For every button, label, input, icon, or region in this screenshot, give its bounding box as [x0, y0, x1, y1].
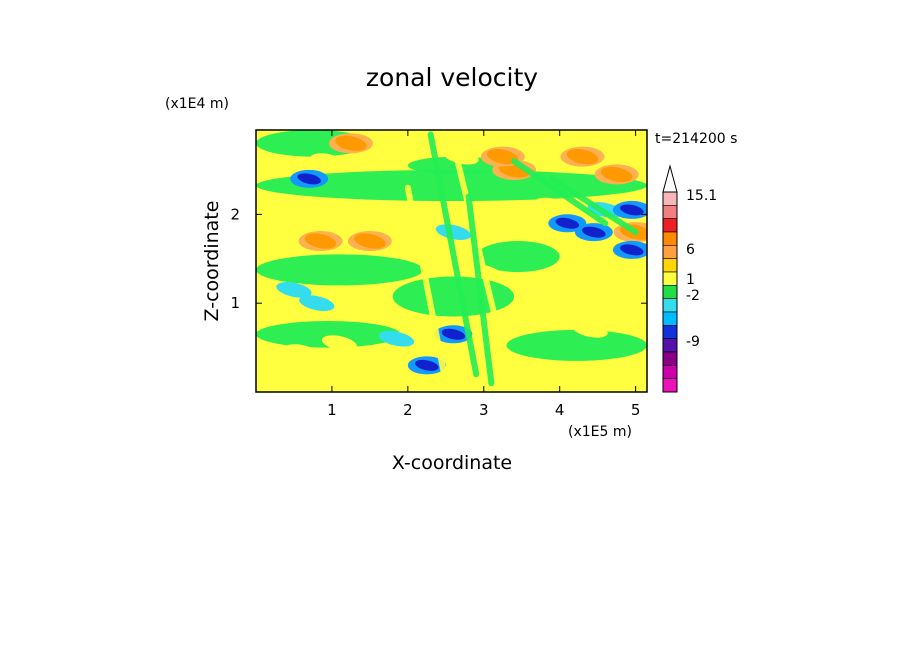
- colorbar-frame: [662, 191, 678, 393]
- chart-title: zonal velocity: [366, 63, 538, 92]
- field-feature: [299, 295, 335, 311]
- plot-frame: [255, 129, 648, 393]
- x-tick-label: 4: [555, 401, 565, 419]
- x-axis: 1 2 3 4 5: [327, 130, 640, 419]
- field-feature: [276, 282, 312, 298]
- colorbar-segment: [662, 191, 678, 206]
- x-tick-label: 5: [631, 401, 641, 419]
- y-unit-label: (x1E4 m): [165, 96, 229, 112]
- plot-area: [256, 130, 647, 392]
- colorbar-segment: [662, 298, 678, 313]
- field-feature: [378, 330, 415, 347]
- colorbar: [662, 164, 678, 393]
- colorbar-segment: [662, 231, 678, 246]
- colorbar-segment: [662, 325, 678, 339]
- colorbar-segment: [662, 285, 678, 299]
- colorbar-segment: [662, 245, 678, 259]
- field-feature: [335, 135, 367, 151]
- time-label: t=214200 s: [655, 131, 737, 147]
- field-feature: [441, 328, 466, 340]
- x-tick-label: 1: [327, 401, 337, 419]
- field-feature: [526, 370, 563, 387]
- y-axis-label: Z-coordinate: [201, 201, 223, 322]
- field-streak: [511, 158, 609, 227]
- colorbar-segment: [662, 258, 678, 273]
- field-band: [256, 320, 401, 348]
- field-feature: [304, 233, 337, 249]
- field-feature: [566, 149, 599, 165]
- field-feature: [321, 335, 358, 351]
- colorbar-label: 15.1: [686, 188, 717, 204]
- field-feature: [620, 244, 644, 256]
- field-feature: [354, 233, 386, 249]
- field-feature: [435, 224, 472, 240]
- field-feature: [557, 282, 593, 298]
- field-streak: [465, 193, 495, 387]
- field-streak: [427, 131, 480, 378]
- y-tick-label: 1: [230, 294, 240, 312]
- field-feature: [415, 359, 439, 371]
- y-tick-label: 2: [230, 205, 240, 223]
- x-tick-label: 3: [479, 401, 489, 419]
- colorbar-segment: [662, 338, 678, 353]
- colorbar-label: 1: [686, 272, 695, 288]
- field-streaks: [404, 131, 639, 387]
- x-unit-label: (x1E5 m): [568, 424, 632, 440]
- field-feature: [534, 197, 570, 214]
- field-feature: [310, 153, 346, 169]
- colorbar-segment: [662, 205, 678, 219]
- x-axis-label: X-coordinate: [392, 452, 512, 474]
- colorbar-label: -9: [686, 334, 700, 350]
- colorbar-arrow: [662, 164, 678, 193]
- field-feature: [620, 204, 644, 216]
- y-axis: 12: [230, 205, 647, 312]
- field-feature: [443, 148, 479, 165]
- colorbar-segment: [662, 218, 678, 233]
- field-feature: [280, 202, 316, 218]
- field-band: [476, 241, 560, 273]
- field-feature: [297, 173, 321, 185]
- field-feature: [487, 149, 519, 165]
- colorbar-label: 6: [686, 242, 695, 258]
- field-feature: [572, 322, 608, 338]
- colorbar-segment: [662, 365, 678, 379]
- x-tick-label: 2: [403, 401, 413, 419]
- colorbar-segment: [662, 378, 678, 393]
- colorbar-segment: [662, 351, 678, 366]
- field-band: [256, 254, 424, 286]
- field-feature: [555, 217, 580, 229]
- field-streak: [404, 184, 449, 387]
- colorbar-segment: [662, 271, 678, 286]
- field-feature: [283, 344, 320, 360]
- field-feature: [582, 226, 606, 238]
- colorbar-label: -2: [686, 288, 700, 304]
- field-streak: [450, 140, 510, 369]
- field-band: [256, 169, 647, 202]
- colorbar-labels: 15.1 6 1-2 -9: [686, 188, 717, 350]
- field-feature: [600, 166, 633, 183]
- field-features: [276, 133, 647, 387]
- colorbar-segment: [662, 311, 678, 326]
- field-feature: [359, 366, 396, 383]
- field-streak: [549, 175, 639, 236]
- field-band: [506, 329, 647, 361]
